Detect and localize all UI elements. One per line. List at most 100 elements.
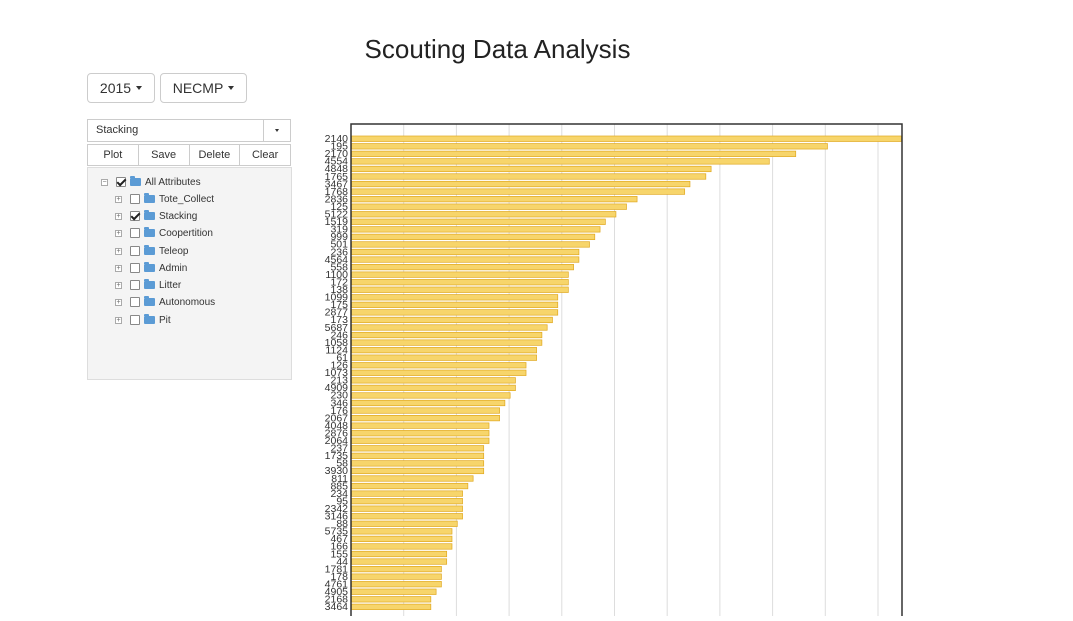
category-label: 126 (330, 360, 348, 372)
year-dropdown[interactable]: 2015 (87, 73, 155, 103)
tree-item-label: Autonomous (159, 296, 216, 308)
category-label: 5122 (325, 209, 349, 221)
tree-item[interactable]: + Autonomous (115, 295, 215, 309)
bar (351, 445, 485, 452)
tree-item[interactable]: + Litter (115, 278, 181, 292)
bar (351, 528, 453, 535)
folder-icon (144, 193, 155, 203)
tree-root[interactable]: − All Attributes (101, 175, 201, 189)
bar (351, 165, 712, 173)
bar (351, 135, 902, 142)
bar (351, 392, 511, 399)
bar (351, 339, 543, 346)
category-label: 885 (330, 480, 348, 492)
bar (351, 196, 638, 203)
category-label: 61 (336, 352, 348, 364)
expand-icon[interactable]: + (115, 229, 122, 237)
tree-item-label: Litter (159, 279, 182, 291)
category-label: 237 (330, 443, 348, 455)
tree-item[interactable]: + Coopertition (115, 226, 213, 240)
tree-item[interactable]: + Pit (115, 313, 171, 327)
category-label: 95 (336, 495, 348, 507)
category-label: 88 (336, 518, 348, 530)
bar (351, 505, 463, 512)
expand-icon[interactable]: + (115, 298, 122, 306)
plot-button[interactable]: Plot (87, 144, 139, 166)
category-label: 346 (330, 397, 348, 409)
folder-icon (144, 296, 155, 306)
category-label: 1781 (325, 563, 349, 575)
bar (351, 460, 485, 467)
plot-select-toggle[interactable] (263, 120, 290, 141)
tree-item-checkbox[interactable] (130, 246, 140, 256)
bar (351, 150, 797, 157)
category-label: 3464 (325, 601, 349, 613)
bar (351, 233, 596, 241)
expand-icon[interactable]: + (115, 281, 122, 289)
category-label: 5735 (325, 526, 349, 538)
expand-icon[interactable]: + (115, 195, 122, 203)
category-label: 501 (330, 239, 348, 251)
tree-item-checkbox[interactable] (130, 315, 140, 325)
bar (351, 588, 437, 595)
tree-item-checkbox[interactable] (130, 297, 140, 307)
bar (351, 399, 506, 407)
tree-item-label: Tote_Collect (159, 193, 215, 205)
bar (351, 309, 559, 316)
bar (351, 286, 569, 293)
bar (351, 248, 580, 256)
tree-item[interactable]: + Tote_Collect (115, 192, 214, 206)
category-label: 125 (330, 201, 348, 213)
bar (351, 271, 569, 278)
tree-item-checkbox[interactable] (130, 280, 140, 290)
caret-down-icon (228, 86, 235, 90)
expand-icon[interactable]: + (115, 247, 122, 255)
category-label: 999 (330, 231, 348, 243)
clear-button[interactable]: Clear (239, 144, 291, 166)
category-label: 4761 (325, 578, 349, 590)
category-label: 195 (330, 141, 348, 153)
category-label: 173 (330, 314, 348, 326)
tree-item-checkbox[interactable] (130, 263, 140, 273)
collapse-icon[interactable]: − (101, 178, 108, 186)
folder-icon (144, 245, 155, 255)
caret-down-icon (275, 129, 279, 132)
tree-item-checkbox[interactable] (130, 228, 140, 238)
category-label: 2067 (325, 412, 349, 424)
expand-icon[interactable]: + (115, 212, 122, 220)
tree-item-label: Admin (159, 262, 188, 274)
tree-item[interactable]: + Stacking (115, 209, 197, 223)
bar (351, 490, 463, 497)
bar (351, 535, 453, 542)
tree-root-label: All Attributes (145, 176, 201, 188)
tree-item[interactable]: + Admin (115, 261, 187, 275)
delete-button[interactable]: Delete (188, 144, 241, 166)
save-button[interactable]: Save (137, 144, 190, 166)
folder-icon (144, 210, 155, 220)
bar (351, 324, 548, 331)
bar (351, 513, 463, 520)
tree-item[interactable]: + Teleop (115, 244, 188, 258)
event-dropdown[interactable]: NECMP (160, 73, 247, 103)
category-label: 1099 (325, 292, 349, 304)
bar (351, 520, 458, 527)
category-label: 1073 (325, 367, 349, 379)
bar (351, 226, 601, 233)
category-label: 2876 (325, 427, 349, 439)
plot-select[interactable]: Stacking (87, 119, 291, 142)
bar (351, 581, 442, 588)
category-label: 1768 (325, 186, 349, 198)
bar (351, 316, 553, 324)
expand-icon[interactable]: + (115, 316, 122, 324)
tree-item-checkbox[interactable] (130, 194, 140, 204)
category-label: 5687 (325, 322, 349, 334)
bar (351, 264, 574, 271)
tree-root-checkbox[interactable] (116, 177, 126, 187)
event-dropdown-label: NECMP (172, 80, 224, 96)
tree-item-checkbox[interactable] (130, 211, 140, 221)
category-label: 166 (330, 541, 348, 553)
category-label: 1765 (325, 171, 349, 183)
expand-icon[interactable]: + (115, 264, 122, 272)
tree-item-label: Coopertition (159, 227, 213, 239)
bar (351, 422, 490, 429)
